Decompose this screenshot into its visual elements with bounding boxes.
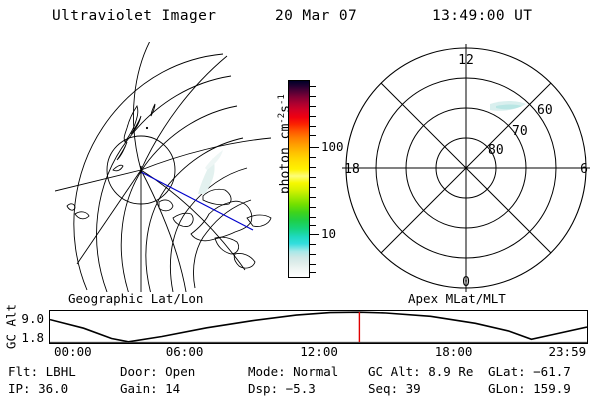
colorbar-minor-tick	[310, 264, 316, 266]
status-dsp: Dsp: −5.3	[248, 381, 316, 396]
status-value: 8.9 Re	[428, 364, 474, 379]
colorbar-minor-tick	[310, 216, 316, 218]
status-value: 159.9	[533, 381, 571, 396]
colorbar-minor-tick	[310, 177, 316, 179]
mlt-label-0: 0	[462, 275, 470, 290]
status-panel: Flt: LBHL Door: Open Mode: Normal GC Alt…	[0, 364, 600, 400]
island-marker	[145, 126, 149, 130]
colorbar-minor-tick	[310, 157, 316, 159]
status-gcalt: GC Alt: 8.9 Re	[368, 364, 473, 379]
status-label: Seq:	[368, 381, 406, 396]
status-door: Door: Open	[120, 364, 195, 379]
colorbar-unit-exp1: -2	[276, 112, 287, 124]
colorbar-minor-tick	[310, 244, 316, 246]
status-label: Door:	[120, 364, 166, 379]
colorbar-minor-tick	[310, 125, 316, 127]
orbit-trace	[50, 311, 587, 343]
mlt-label-18: 18	[344, 162, 360, 177]
colorbar-unit-exp2: -1	[276, 94, 287, 106]
status-label: Dsp:	[248, 381, 286, 396]
header-bar: Ultraviolet Imager 20 Mar 07 13:49:00 UT	[0, 8, 600, 30]
geo-plot-title: Geographic Lat/Lon	[68, 291, 204, 306]
mlt-label-12: 12	[458, 53, 474, 68]
status-value: Open	[165, 364, 196, 379]
time-axis: 00:00 06:00 12:00 18:00 23:59	[0, 344, 600, 362]
colorbar-gradient	[288, 80, 310, 278]
status-value: 36.0	[38, 381, 69, 396]
mlt-label-6: 6	[580, 162, 588, 177]
observation-time: 13:49:00 UT	[432, 8, 533, 24]
apex-plot-title: Apex MLat/MLT	[408, 291, 506, 306]
colorbar-minor-tick	[310, 105, 316, 107]
status-value: 14	[165, 381, 181, 396]
status-value: Normal	[293, 364, 339, 379]
observation-date: 20 Mar 07	[275, 8, 358, 24]
colorbar-minor-tick	[310, 272, 316, 274]
time-axis-tick-label: 23:59	[548, 344, 587, 359]
status-glon: GLon: 159.9	[488, 381, 571, 396]
colorbar-minor-tick	[310, 115, 316, 117]
status-label: GC Alt:	[368, 364, 429, 379]
status-label: Gain:	[120, 381, 166, 396]
colorbar-minor-tick	[310, 196, 316, 198]
time-axis-tick-label: 06:00	[165, 344, 204, 359]
time-axis-tick-label: 00:00	[54, 344, 92, 359]
colorbar-minor-tick	[310, 135, 316, 137]
geographic-polar-image[interactable]	[55, 42, 275, 292]
time-axis-tick-label: 12:00	[300, 344, 338, 359]
orbit-curve-svg	[50, 311, 587, 343]
orbit-altitude-strip[interactable]: GC Alt 9.0 1.8	[0, 304, 600, 351]
colorbar-tick-label: 100	[321, 139, 344, 155]
colorbar-tick-label: 10	[321, 226, 337, 242]
mlt-spokes	[342, 44, 590, 292]
status-value: LBHL	[45, 364, 76, 379]
mlat-label-80: 80	[488, 143, 504, 158]
colorbar: photon cm-2s-1 100 10	[268, 48, 344, 296]
status-label: Mode:	[248, 364, 294, 379]
instrument-title: Ultraviolet Imager	[52, 8, 217, 24]
orbit-plot-box[interactable]	[49, 310, 588, 344]
status-glat: GLat: −61.7	[488, 364, 571, 379]
orbit-ytick-high: 9.0	[21, 311, 44, 326]
status-gain: Gain: 14	[120, 381, 180, 396]
time-axis-tick-label: 18:00	[434, 344, 473, 359]
colorbar-minor-tick	[310, 85, 316, 87]
status-value: −5.3	[285, 381, 316, 396]
colorbar-minor-tick	[310, 224, 316, 226]
status-value: −61.7	[533, 364, 571, 379]
mlat-label-70: 70	[512, 124, 528, 139]
status-ip: IP: 36.0	[8, 381, 68, 396]
aurora-emission-apex	[490, 101, 526, 111]
status-label: Flt:	[8, 364, 46, 379]
colorbar-minor-tick	[310, 206, 316, 208]
aurora-emission-geo	[198, 150, 223, 194]
colorbar-major-tick	[310, 234, 319, 236]
status-mode: Mode: Normal	[248, 364, 338, 379]
status-label: GLat:	[488, 364, 534, 379]
apex-plot-svg: 12 6 0 18 60 70 80	[342, 44, 590, 292]
status-label: IP:	[8, 381, 39, 396]
geographic-plot-svg	[55, 42, 272, 292]
status-value: 39	[405, 381, 421, 396]
colorbar-minor-tick	[310, 167, 316, 169]
coastlines-geo	[66, 103, 272, 269]
status-flt: Flt: LBHL	[8, 364, 76, 379]
mlat-label-60: 60	[537, 103, 553, 118]
colorbar-minor-tick	[310, 95, 316, 97]
colorbar-minor-tick	[310, 254, 316, 256]
status-label: GLon:	[488, 381, 534, 396]
colorbar-minor-tick	[310, 186, 316, 188]
colorbar-major-tick	[310, 147, 319, 149]
apex-polar-image[interactable]: 12 6 0 18 60 70 80	[340, 42, 595, 294]
status-seq: Seq: 39	[368, 381, 421, 396]
terminator-line	[140, 171, 254, 231]
orbit-ytick-low: 1.8	[21, 330, 44, 345]
